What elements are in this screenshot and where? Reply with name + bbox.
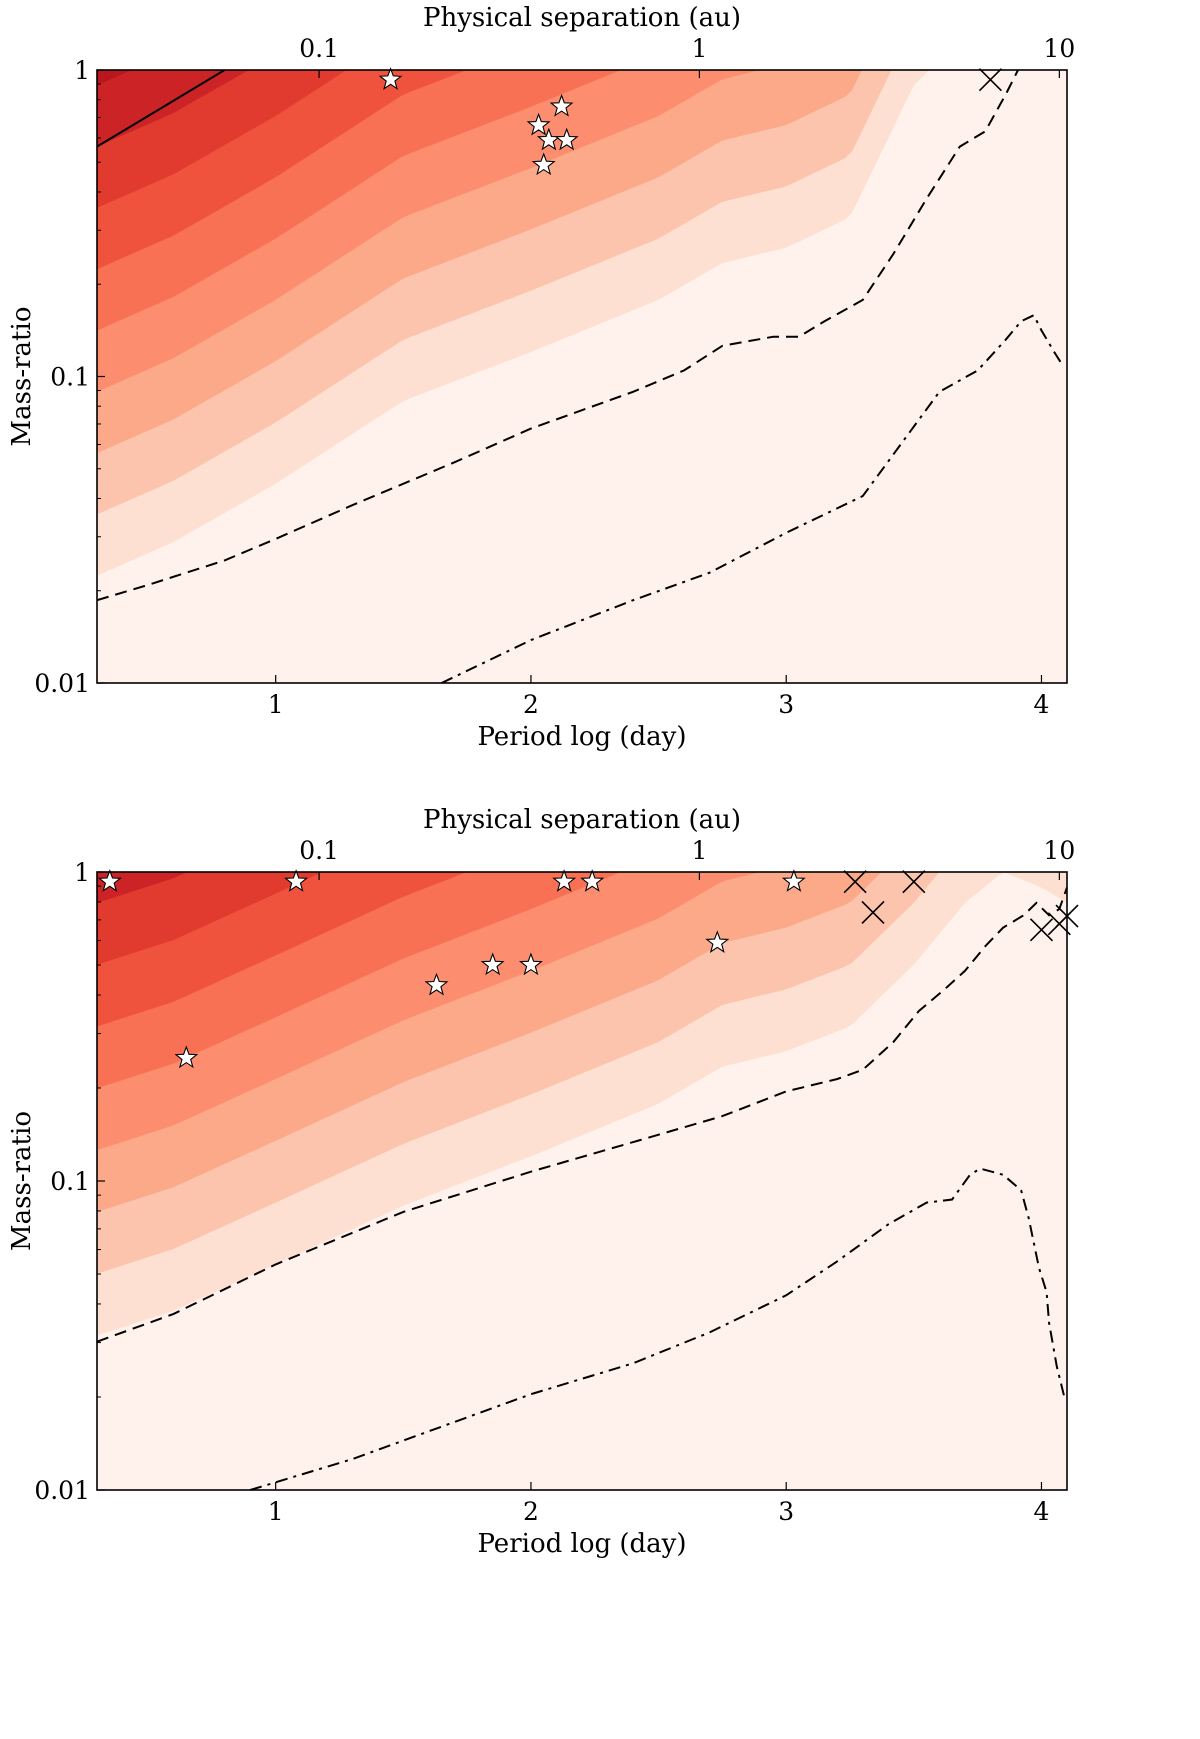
x-tick-label: 4 <box>1034 690 1050 719</box>
y-tick-label: 0.01 <box>34 669 90 698</box>
cross-marker <box>902 870 926 894</box>
x-tick-label: 2 <box>523 690 539 719</box>
contour-fill-bands <box>97 872 1067 1490</box>
detected-binary-star <box>705 930 730 953</box>
x-axis-title: Period log (day) <box>477 1529 686 1559</box>
top-x-tick-label: 10 <box>1043 836 1075 865</box>
axis-ticks: 1 2 3 4 0.1 1 10 1 0.1 0.01 <box>34 34 1075 719</box>
contour-band <box>97 70 132 86</box>
top-x-tick-label: 1 <box>691 836 707 865</box>
contour-line-dashdot <box>441 313 1063 683</box>
binary-markers <box>378 67 1002 176</box>
top-panel: 1 2 3 4 0.1 1 10 1 0.1 0.01 Period log (day) Phys… <box>7 3 1075 752</box>
y-tick-label: 0.1 <box>50 1167 90 1196</box>
detected-binary-star <box>531 152 556 176</box>
contour-line-dashdot <box>249 1167 1066 1490</box>
detected-binary-star <box>284 869 309 892</box>
detected-binary-star <box>378 67 403 90</box>
top-axis-title: Physical separation (au) <box>423 3 741 33</box>
contour-line-solid <box>97 70 226 148</box>
x-tick-label: 4 <box>1034 1497 1050 1526</box>
contour-band <box>97 70 249 147</box>
detected-binary-star <box>781 869 806 892</box>
contour-fill-bands <box>97 70 1067 683</box>
y-tick-label: 0.01 <box>34 1476 90 1505</box>
cross-marker <box>843 870 867 894</box>
y-tick-label: 1 <box>74 56 90 85</box>
bottom-panel: 1 2 3 4 0.1 1 10 1 0.1 0.01 Period log (day) Phys… <box>7 805 1079 1559</box>
y-axis-title: Mass-ratio <box>7 1111 37 1251</box>
contour-lines <box>97 70 1063 683</box>
detected-binary-star <box>174 1045 199 1069</box>
contour-band <box>97 872 188 903</box>
y-tick-label: 0.1 <box>50 363 90 392</box>
x-tick-label: 1 <box>268 1497 284 1526</box>
contour-band <box>97 872 323 965</box>
x-tick-label: 1 <box>268 690 284 719</box>
top-x-tick-label: 0.1 <box>299 836 339 865</box>
y-tick-label: 1 <box>74 858 90 887</box>
detected-binary-star <box>97 869 122 892</box>
contour-lines <box>97 887 1067 1490</box>
y-axis-title: Mass-ratio <box>7 307 37 447</box>
detected-binary-star <box>518 952 543 976</box>
top-x-tick-label: 1 <box>691 34 707 63</box>
top-x-tick-label: 0.1 <box>299 34 339 63</box>
detected-binary-star <box>552 869 577 892</box>
detected-binary-star <box>549 93 574 117</box>
cross-marker <box>861 900 885 924</box>
x-tick-label: 3 <box>778 690 794 719</box>
detected-binary-star <box>580 869 605 892</box>
x-axis-title: Period log (day) <box>477 722 686 752</box>
cross-marker <box>1029 918 1054 942</box>
detected-binary-star <box>424 972 449 996</box>
contour-line-dashed <box>97 887 1067 1343</box>
top-axis-title: Physical separation (au) <box>423 805 741 835</box>
x-tick-label: 2 <box>523 1497 539 1526</box>
top-x-tick-label: 10 <box>1043 34 1075 63</box>
x-tick-label: 3 <box>778 1497 794 1526</box>
detected-binary-star <box>526 112 551 136</box>
cross-marker <box>978 68 1002 92</box>
detected-binary-star <box>480 952 505 976</box>
contour-line-dashed <box>97 70 1020 602</box>
detected-binary-star <box>554 127 579 151</box>
axis-ticks: 1 2 3 4 0.1 1 10 1 0.1 0.01 <box>34 836 1075 1526</box>
